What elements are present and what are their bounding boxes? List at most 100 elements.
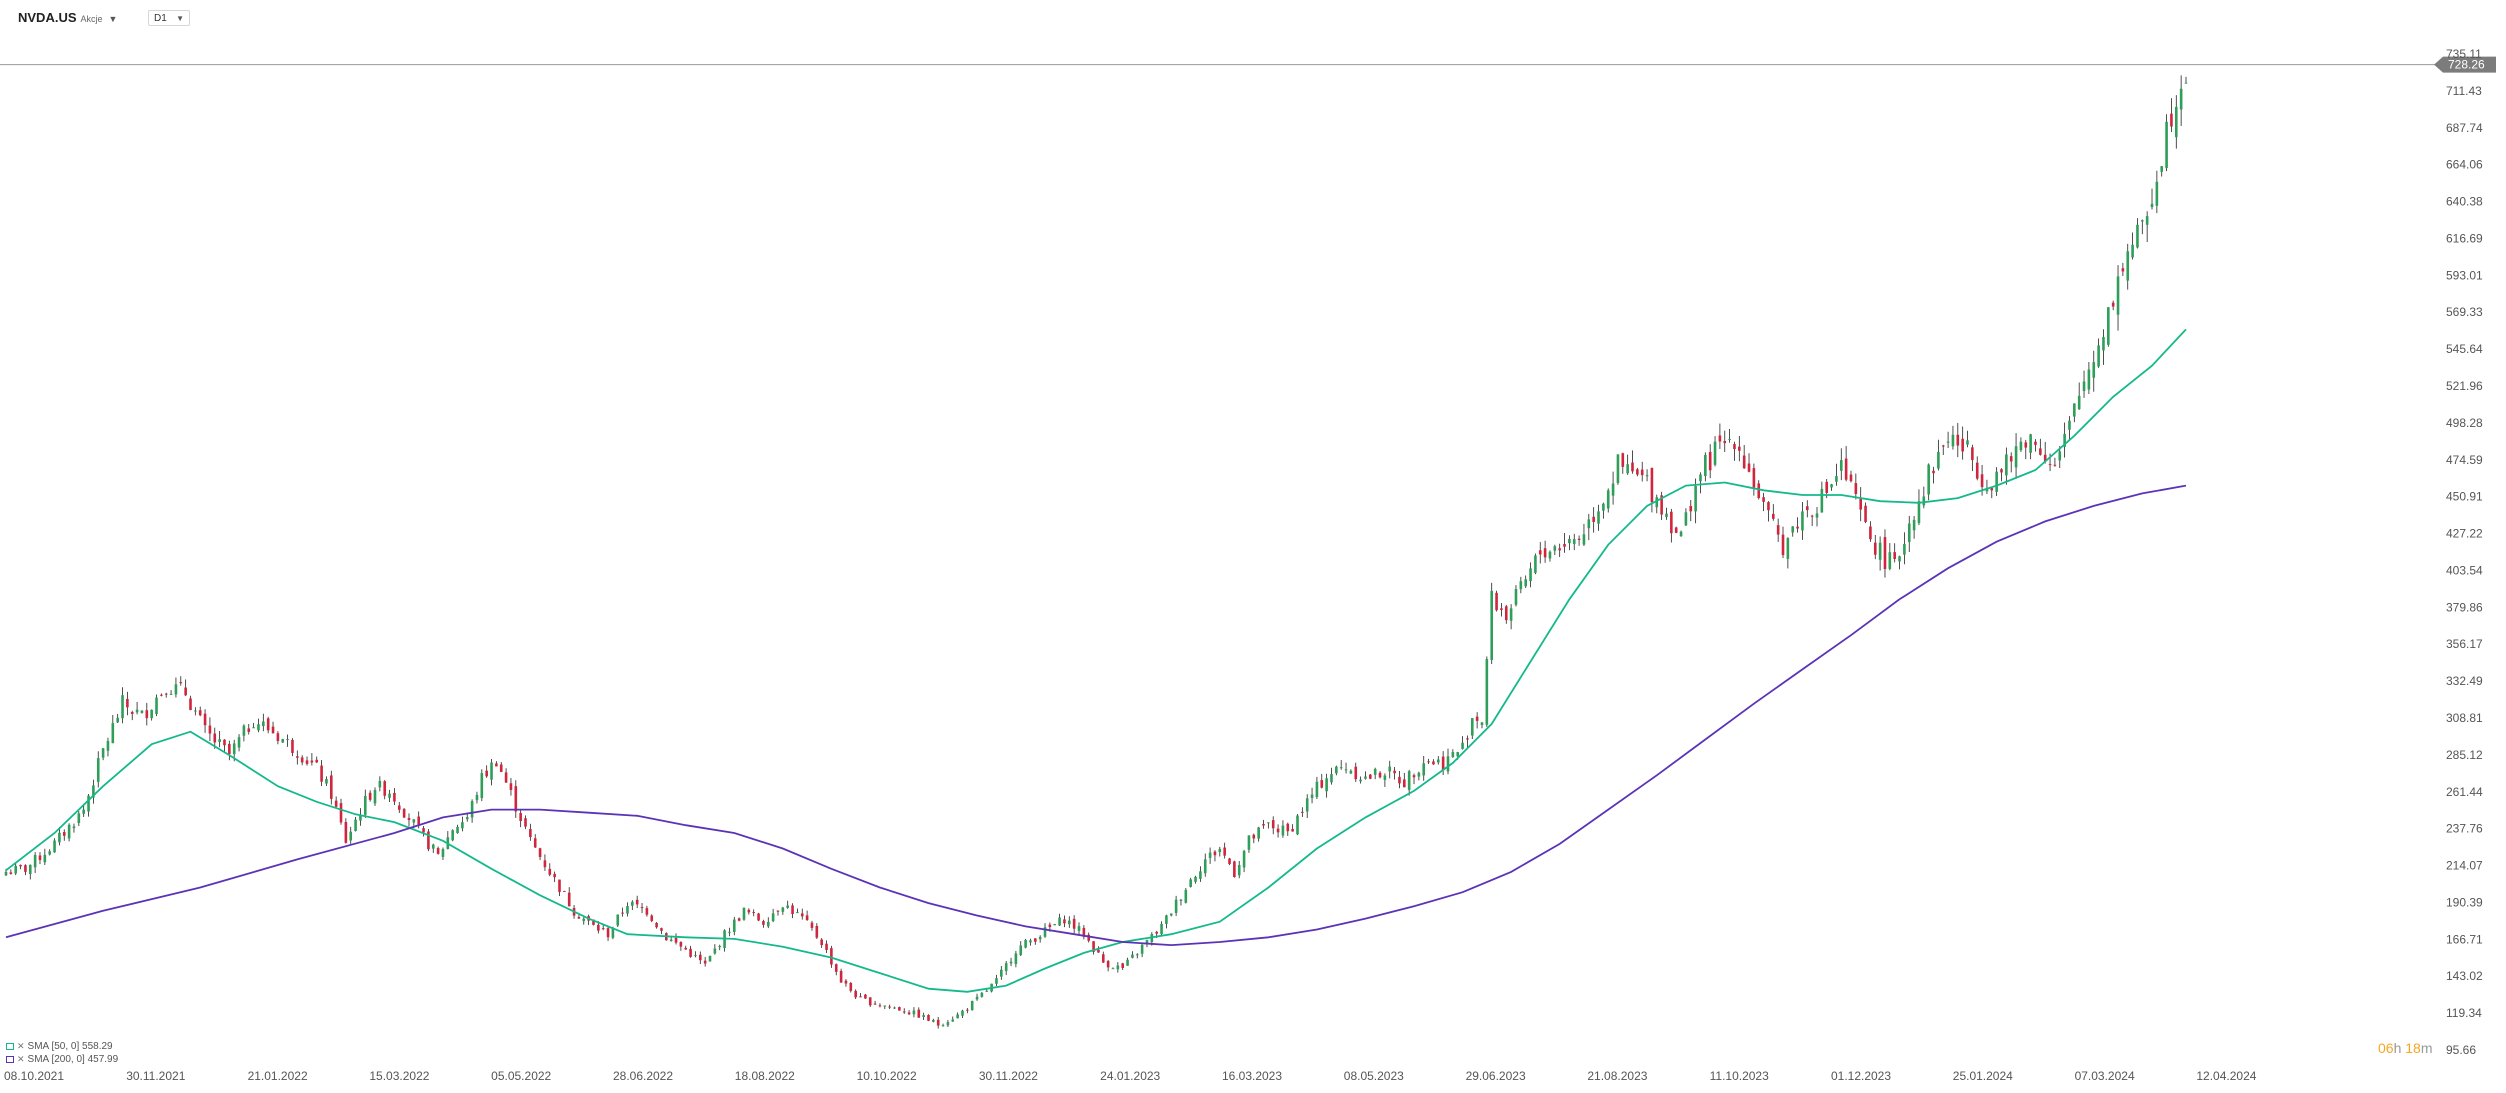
- candle-body: [1650, 467, 1654, 503]
- candle: [1640, 461, 1644, 482]
- close-icon[interactable]: ✕: [17, 1041, 25, 1051]
- candle: [1597, 504, 1600, 531]
- candle: [470, 799, 474, 823]
- candle-body: [189, 698, 192, 711]
- candle-body: [592, 919, 595, 925]
- close-icon[interactable]: ✕: [17, 1054, 25, 1064]
- candle: [752, 909, 756, 917]
- candle: [1786, 537, 1790, 569]
- price-axis[interactable]: 735.11 711.43 687.74 664.06 640.38 616.69 593.…: [2446, 47, 2483, 1057]
- candle-body: [888, 1006, 891, 1008]
- candle-body: [1835, 476, 1838, 482]
- candle: [1087, 932, 1091, 943]
- candle-body: [1548, 551, 1552, 559]
- candle-body: [1611, 483, 1615, 496]
- candle: [1446, 748, 1450, 775]
- candle-body: [456, 826, 459, 834]
- candle: [1344, 762, 1348, 774]
- candle-body: [334, 800, 338, 807]
- legend-label: SMA [50, 0] 558.29: [27, 1041, 113, 1052]
- candle-body: [1587, 519, 1591, 529]
- candle-body: [1767, 502, 1770, 511]
- candle: [427, 828, 430, 852]
- candle: [1543, 540, 1547, 563]
- candle-body: [1519, 581, 1523, 590]
- candle: [1937, 439, 1940, 471]
- indicator-settings-icon[interactable]: [6, 1055, 14, 1063]
- candle-body: [1776, 525, 1780, 535]
- candle-body: [737, 918, 741, 921]
- candle: [485, 765, 488, 778]
- candle-body: [1218, 848, 1222, 853]
- candle: [509, 777, 513, 796]
- candle-body: [1281, 825, 1285, 836]
- candle-body: [1830, 484, 1833, 488]
- candle-body: [1660, 495, 1663, 515]
- legend-item-sma50[interactable]: ✕ SMA [50, 0] 558.29: [6, 1040, 118, 1053]
- candle: [354, 817, 357, 832]
- candle-body: [1713, 441, 1717, 465]
- y-tick-label: 498.28: [2446, 416, 2483, 430]
- candle: [995, 974, 998, 987]
- y-tick-label: 166.71: [2446, 932, 2483, 946]
- candle-body: [1708, 451, 1712, 471]
- x-tick-label: 29.06.2023: [1466, 1069, 1526, 1083]
- time-axis[interactable]: 08.10.2021 30.11.2021 21.01.2022 15.03.2022…: [4, 1069, 2257, 1083]
- candle: [1247, 835, 1251, 853]
- indicator-settings-icon[interactable]: [6, 1042, 14, 1050]
- candle-body: [1815, 513, 1819, 518]
- candle-body: [475, 794, 479, 801]
- candle: [1631, 450, 1634, 474]
- candle-body: [407, 818, 411, 820]
- candle-body: [854, 990, 857, 998]
- candle: [1436, 756, 1440, 765]
- candle-body: [2019, 441, 2023, 451]
- legend-item-sma200[interactable]: ✕ SMA [200, 0] 457.99: [6, 1053, 118, 1066]
- candle: [2155, 170, 2159, 214]
- candle: [1014, 950, 1018, 968]
- candle: [1398, 771, 1401, 789]
- candle-body: [87, 795, 90, 812]
- candle: [970, 1000, 974, 1011]
- candle: [111, 714, 115, 744]
- candle-body: [19, 864, 22, 867]
- candle-body: [1514, 589, 1518, 605]
- candle: [378, 776, 382, 792]
- x-tick-label: 16.03.2023: [1222, 1069, 1282, 1083]
- candle: [359, 808, 362, 826]
- candle: [38, 852, 42, 865]
- candle: [679, 941, 683, 951]
- candle: [397, 802, 401, 813]
- candle: [854, 989, 857, 1000]
- indicator-legend: ✕ SMA [50, 0] 558.29 ✕ SMA [200, 0] 457.99: [6, 1040, 118, 1066]
- candle-body: [286, 739, 289, 741]
- candle: [533, 834, 537, 849]
- candle-body: [635, 899, 639, 905]
- candle: [101, 748, 105, 761]
- candle: [1092, 941, 1095, 955]
- candle-body: [747, 909, 751, 913]
- candle: [1281, 820, 1285, 838]
- candle: [1883, 529, 1887, 578]
- symbol-selector[interactable]: NVDA.US Akcje ▼: [18, 10, 117, 25]
- candle: [1116, 962, 1120, 973]
- candle: [257, 718, 260, 733]
- candle-body: [1679, 531, 1683, 537]
- candle: [2068, 416, 2071, 440]
- candle-body: [1451, 752, 1455, 757]
- candle: [616, 914, 620, 928]
- candle-body: [1242, 850, 1246, 868]
- candle-body: [315, 759, 319, 763]
- candle: [645, 905, 649, 917]
- candle-body: [1941, 445, 1945, 447]
- interval-dropdown[interactable]: D1 ▼: [148, 10, 190, 26]
- candle-body: [48, 851, 51, 855]
- candle: [980, 992, 984, 998]
- candle: [169, 690, 173, 695]
- candle: [480, 769, 484, 802]
- candle: [456, 824, 459, 834]
- candle-body: [660, 928, 663, 931]
- candle: [859, 992, 862, 998]
- candle: [1286, 822, 1290, 836]
